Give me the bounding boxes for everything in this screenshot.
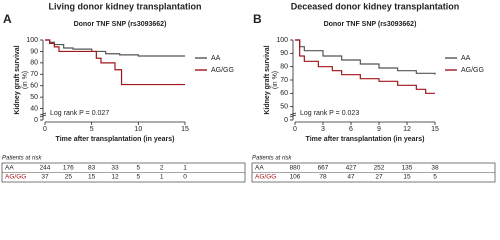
- chart-subtitle: Donor TNF SNP (rs3093662): [74, 21, 167, 28]
- y-tick-label: 50: [30, 94, 38, 101]
- risk-count: 5: [137, 165, 141, 172]
- risk-count: 252: [374, 165, 385, 172]
- risk-count: 0: [183, 174, 187, 181]
- x-tick-label: 9: [377, 126, 381, 133]
- risk-count: 5: [433, 174, 437, 181]
- risk-count: 135: [402, 165, 413, 172]
- risk-count: 106: [290, 174, 301, 181]
- panel-letter: A: [3, 12, 12, 26]
- risk-count: 37: [41, 174, 49, 181]
- survival-curve: [45, 39, 185, 86]
- x-tick-label: 3: [321, 126, 325, 133]
- chart-subtitle: Donor TNF SNP (rs3093662): [324, 21, 417, 28]
- annotation: Log rank P = 0.027: [50, 110, 109, 117]
- legend-label: AA: [211, 55, 221, 62]
- risk-count: 25: [65, 174, 73, 181]
- y-label-unit: (in %): [272, 71, 279, 89]
- risk-count: 1: [160, 174, 164, 181]
- x-tick-label: 0: [293, 126, 297, 133]
- annotation: Log rank P = 0.023: [300, 110, 359, 117]
- x-tick-label: 15: [181, 126, 189, 133]
- y-tick-label: 100: [26, 37, 38, 44]
- x-tick-label: 0: [43, 126, 47, 133]
- x-tick-label: 12: [403, 126, 411, 133]
- figure: A Living donor kidney transplantation Dono…: [1, 1, 496, 183]
- legend-label: AG/GG: [461, 67, 484, 74]
- axis-break: [289, 112, 297, 118]
- risk-count: 47: [347, 174, 355, 181]
- risk-row-label: AG/GG: [255, 174, 276, 181]
- risk-count: 1: [183, 165, 187, 172]
- risk-table-title: Patients at risk: [252, 156, 292, 162]
- risk-table-title: Patients at risk: [2, 156, 42, 162]
- legend-label: AG/GG: [211, 67, 234, 74]
- risk-count: 78: [319, 174, 327, 181]
- survival-curve: [295, 39, 436, 75]
- risk-row-label: AA: [255, 165, 264, 172]
- y-tick-label: 0: [34, 117, 38, 124]
- risk-count: 2: [160, 165, 164, 172]
- y-tick-label: 50: [280, 104, 288, 111]
- risk-count: 427: [346, 165, 357, 172]
- risk-count: 15: [88, 174, 96, 181]
- risk-count: 5: [137, 174, 141, 181]
- x-tick-label: 5: [90, 126, 94, 133]
- x-label: Time after transplantation (in years): [56, 136, 175, 143]
- y-tick-label: 0: [284, 117, 288, 124]
- y-label: Kidney graft survival: [264, 45, 271, 114]
- y-tick-label: 70: [30, 71, 38, 78]
- risk-count: 33: [111, 165, 119, 172]
- risk-count: 244: [40, 165, 51, 172]
- x-tick-label: 15: [431, 126, 439, 133]
- y-tick-label: 80: [280, 64, 288, 71]
- risk-count: 83: [88, 165, 96, 172]
- risk-count: 176: [63, 165, 74, 172]
- risk-count: 880: [290, 165, 301, 172]
- chart-title: Deceased donor kidney transplantation: [291, 1, 460, 11]
- chart-title: Living donor kidney transplantation: [48, 1, 201, 11]
- survival-curve: [295, 39, 435, 94]
- x-tick-label: 6: [349, 126, 353, 133]
- risk-count: 667: [318, 165, 329, 172]
- panel-letter: B: [253, 12, 262, 26]
- y-tick-label: 90: [280, 50, 288, 57]
- y-tick-label: 80: [30, 60, 38, 67]
- risk-count: 38: [431, 165, 439, 172]
- y-tick-label: 90: [30, 48, 38, 55]
- y-tick-label: 60: [280, 90, 288, 97]
- y-label: Kidney graft survival: [14, 45, 21, 114]
- risk-count: 15: [403, 174, 411, 181]
- risk-row-label: AG/GG: [5, 174, 26, 181]
- legend-label: AA: [461, 55, 471, 62]
- y-label-unit: (in %): [22, 71, 29, 89]
- risk-count: 12: [111, 174, 119, 181]
- y-tick-label: 100: [276, 37, 288, 44]
- y-tick-label: 60: [30, 83, 38, 90]
- risk-count: 27: [375, 174, 383, 181]
- survival-curve: [45, 39, 185, 57]
- axis-break: [39, 112, 47, 118]
- x-label: Time after transplantation (in years): [306, 136, 425, 143]
- risk-row-label: AA: [5, 165, 14, 172]
- y-tick-label: 70: [280, 77, 288, 84]
- y-tick-label: 40: [30, 105, 38, 112]
- x-tick-label: 10: [134, 126, 142, 133]
